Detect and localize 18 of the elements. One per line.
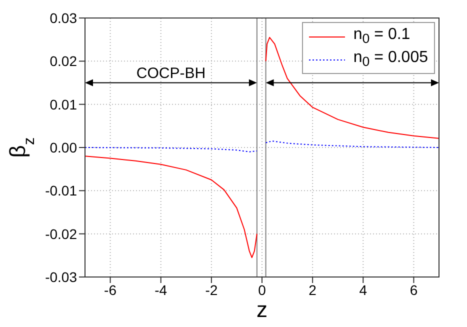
y-tick-label: -0.02 [45, 226, 78, 242]
annotation: COCP-BH [136, 64, 206, 82]
y-tick-label: -0.03 [45, 268, 78, 285]
y-tick-label: 0.03 [50, 10, 78, 26]
x-tick-label: 6 [410, 282, 418, 298]
y-tick-label: -0.01 [45, 182, 78, 199]
y-tick-label: 0.01 [50, 96, 78, 112]
x-tick-label: -6 [104, 282, 117, 298]
y-tick-label: 0.00 [50, 139, 78, 156]
y-tick-label: 0.02 [50, 53, 78, 70]
x-tick-label: 0 [258, 282, 266, 298]
x-tick-label: 2 [308, 282, 317, 298]
legend-label: n$_{0}$ = 0.1 [353, 25, 410, 48]
x-tick-label: 4 [359, 282, 368, 298]
x-tick-label: -4 [154, 282, 168, 298]
legend-label: n$_{0}$ = 0.005 [353, 48, 428, 72]
x-axis-title: z [256, 297, 268, 322]
x-tick-label: -2 [205, 282, 218, 298]
